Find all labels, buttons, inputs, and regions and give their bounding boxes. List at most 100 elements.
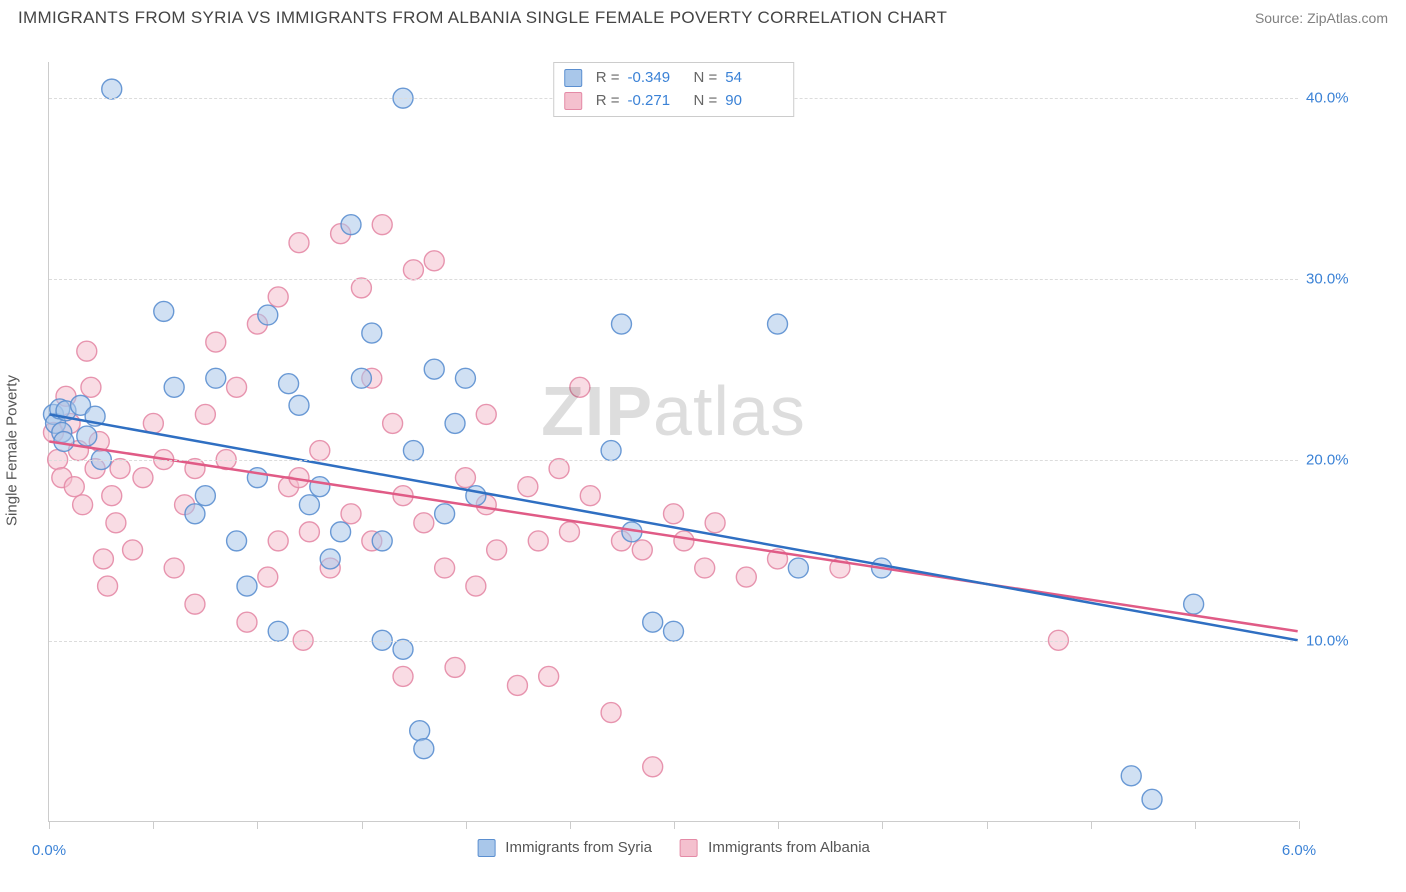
scatter-point-syria bbox=[331, 522, 351, 542]
scatter-point-albania bbox=[93, 549, 113, 569]
plot-area: ZIPatlas R = -0.349 N = 54 R = -0.271 N … bbox=[48, 62, 1298, 822]
scatter-point-syria bbox=[299, 495, 319, 515]
scatter-point-albania bbox=[237, 612, 257, 632]
scatter-point-syria bbox=[102, 79, 122, 99]
x-tick bbox=[882, 821, 883, 829]
scatter-point-albania bbox=[227, 377, 247, 397]
chart-source: Source: ZipAtlas.com bbox=[1255, 10, 1388, 26]
scatter-point-syria bbox=[643, 612, 663, 632]
scatter-point-albania bbox=[110, 459, 130, 479]
scatter-point-syria bbox=[247, 468, 267, 488]
scatter-point-albania bbox=[393, 666, 413, 686]
scatter-point-syria bbox=[362, 323, 382, 343]
scatter-point-albania bbox=[403, 260, 423, 280]
scatter-point-albania bbox=[289, 233, 309, 253]
scatter-point-syria bbox=[414, 739, 434, 759]
scatter-point-albania bbox=[466, 576, 486, 596]
scatter-point-albania bbox=[81, 377, 101, 397]
scatter-point-albania bbox=[414, 513, 434, 533]
scatter-point-syria bbox=[372, 531, 392, 551]
scatter-point-syria bbox=[310, 477, 330, 497]
scatter-point-albania bbox=[476, 404, 496, 424]
scatter-point-syria bbox=[788, 558, 808, 578]
x-tick bbox=[570, 821, 571, 829]
scatter-point-syria bbox=[455, 368, 475, 388]
scatter-point-syria bbox=[164, 377, 184, 397]
scatter-point-syria bbox=[237, 576, 257, 596]
gridline bbox=[49, 460, 1298, 461]
scatter-point-syria bbox=[445, 413, 465, 433]
scatter-point-albania bbox=[549, 459, 569, 479]
scatter-point-syria bbox=[435, 504, 455, 524]
legend-swatch-syria bbox=[564, 69, 582, 87]
y-axis-label: Single Female Poverty bbox=[4, 375, 21, 526]
scatter-point-albania bbox=[559, 522, 579, 542]
x-tick bbox=[674, 821, 675, 829]
scatter-point-albania bbox=[143, 413, 163, 433]
scatter-point-albania bbox=[341, 504, 361, 524]
scatter-point-syria bbox=[768, 314, 788, 334]
scatter-point-albania bbox=[299, 522, 319, 542]
scatter-point-albania bbox=[507, 675, 527, 695]
scatter-point-syria bbox=[1184, 594, 1204, 614]
scatter-point-syria bbox=[77, 426, 97, 446]
scatter-point-albania bbox=[102, 486, 122, 506]
x-tick bbox=[257, 821, 258, 829]
scatter-point-albania bbox=[268, 531, 288, 551]
scatter-point-syria bbox=[185, 504, 205, 524]
scatter-point-albania bbox=[643, 757, 663, 777]
scatter-point-albania bbox=[455, 468, 475, 488]
x-tick bbox=[466, 821, 467, 829]
x-tick bbox=[153, 821, 154, 829]
x-tick-label: 0.0% bbox=[32, 842, 66, 859]
scatter-point-albania bbox=[674, 531, 694, 551]
r-value-albania: -0.271 bbox=[628, 90, 686, 113]
x-tick bbox=[362, 821, 363, 829]
scatter-point-albania bbox=[539, 666, 559, 686]
chart-container: Single Female Poverty ZIPatlas R = -0.34… bbox=[0, 32, 1406, 852]
scatter-point-albania bbox=[601, 703, 621, 723]
series-legend: Immigrants from Syria Immigrants from Al… bbox=[477, 839, 870, 857]
scatter-point-syria bbox=[268, 621, 288, 641]
scatter-point-albania bbox=[570, 377, 590, 397]
scatter-point-albania bbox=[268, 287, 288, 307]
legend-swatch-albania bbox=[564, 92, 582, 110]
scatter-point-syria bbox=[403, 441, 423, 461]
scatter-point-syria bbox=[410, 721, 430, 741]
scatter-point-albania bbox=[372, 215, 392, 235]
scatter-point-albania bbox=[164, 558, 184, 578]
scatter-point-syria bbox=[227, 531, 247, 551]
legend-label-syria: Immigrants from Syria bbox=[505, 839, 652, 856]
scatter-point-albania bbox=[424, 251, 444, 271]
x-tick-label: 6.0% bbox=[1282, 842, 1316, 859]
scatter-point-albania bbox=[518, 477, 538, 497]
scatter-point-syria bbox=[320, 549, 340, 569]
scatter-point-albania bbox=[695, 558, 715, 578]
scatter-point-albania bbox=[64, 477, 84, 497]
correlation-legend: R = -0.349 N = 54 R = -0.271 N = 90 bbox=[553, 62, 795, 117]
gridline bbox=[49, 641, 1298, 642]
x-tick bbox=[49, 821, 50, 829]
x-tick bbox=[778, 821, 779, 829]
y-tick-label: 40.0% bbox=[1306, 90, 1386, 107]
scatter-point-albania bbox=[206, 332, 226, 352]
n-value-albania: 90 bbox=[725, 90, 783, 113]
scatter-point-syria bbox=[195, 486, 215, 506]
scatter-point-syria bbox=[258, 305, 278, 325]
regression-line-syria bbox=[49, 414, 1297, 640]
scatter-point-albania bbox=[487, 540, 507, 560]
scatter-point-albania bbox=[705, 513, 725, 533]
scatter-point-albania bbox=[445, 657, 465, 677]
n-value-syria: 54 bbox=[725, 67, 783, 90]
scatter-point-albania bbox=[133, 468, 153, 488]
scatter-point-syria bbox=[351, 368, 371, 388]
scatter-point-albania bbox=[435, 558, 455, 578]
scatter-point-albania bbox=[77, 341, 97, 361]
scatter-point-albania bbox=[664, 504, 684, 524]
scatter-point-syria bbox=[393, 639, 413, 659]
x-tick bbox=[1195, 821, 1196, 829]
scatter-point-syria bbox=[154, 301, 174, 321]
chart-title: IMMIGRANTS FROM SYRIA VS IMMIGRANTS FROM… bbox=[18, 8, 947, 28]
scatter-point-syria bbox=[1142, 789, 1162, 809]
x-tick bbox=[1299, 821, 1300, 829]
